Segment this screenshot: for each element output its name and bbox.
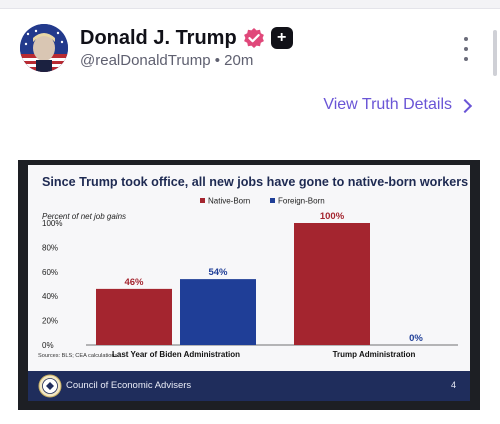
view-truth-details-link[interactable]: View Truth Details <box>323 96 473 114</box>
y-tick-label: 20% <box>42 317 58 326</box>
name-row: Donald J. Trump + <box>80 25 293 51</box>
cea-seal-icon <box>38 374 62 398</box>
more-vertical-icon <box>464 47 468 51</box>
y-tick-label: 60% <box>42 268 58 277</box>
more-options-button[interactable] <box>458 37 474 61</box>
verified-badge-icon <box>243 27 265 49</box>
y-tick-label: 80% <box>42 243 58 252</box>
more-vertical-icon <box>464 37 468 41</box>
view-truth-details-label: View Truth Details <box>323 96 452 113</box>
bar-value-label: 54% <box>208 267 228 278</box>
footer-organization: Council of Economic Advisers <box>66 380 192 391</box>
chevron-right-icon <box>457 98 473 113</box>
top-strip <box>0 0 500 9</box>
chart-title: Since Trump took office, all new jobs ha… <box>42 175 469 189</box>
bar-native-born-0 <box>96 288 172 345</box>
y-tick-label: 0% <box>42 341 54 350</box>
y-tick-label: 100% <box>42 219 62 228</box>
display-name[interactable]: Donald J. Trump <box>80 26 237 49</box>
legend-swatch-1 <box>270 198 275 203</box>
chart-legend: Native-Born Foreign-Born <box>200 197 325 206</box>
x-labels-group: Last Year of Biden Administration Trump A… <box>112 350 416 359</box>
bar-value-label: 100% <box>320 211 345 222</box>
slide-page-number: 4 <box>450 380 456 390</box>
plus-badge-icon: + <box>270 27 293 49</box>
y-tick-group: 0% 20% 40% 60% 80% 100% <box>42 219 62 350</box>
more-vertical-icon <box>464 57 468 61</box>
bar-chart: Native-Born Foreign-Born Percent of net j… <box>42 197 458 359</box>
bar-foreign-born-0 <box>180 279 256 345</box>
slide-footer: Council of Economic Advisers 4 <box>28 371 470 401</box>
bar-value-label: 46% <box>124 277 144 288</box>
legend-label-0: Native-Born <box>208 197 250 206</box>
y-tick-label: 40% <box>42 292 58 301</box>
avatar[interactable] <box>20 24 68 72</box>
legend-swatch-0 <box>200 198 205 203</box>
scrollbar[interactable] <box>493 30 497 76</box>
y-axis-label: Percent of net job gains <box>42 212 126 221</box>
chart-sources: Sources: BLS; CEA calculations. <box>38 353 119 359</box>
handle-and-time: @realDonaldTrump • 20m <box>80 52 254 69</box>
avatar-image <box>20 24 68 72</box>
bars-group: 46% 54% 100% 0% <box>96 211 423 345</box>
legend-label-1: Foreign-Born <box>278 197 325 206</box>
bar-value-label: 0% <box>409 333 423 344</box>
x-category-label: Trump Administration <box>333 350 416 359</box>
chart-slide: Since Trump took office, all new jobs ha… <box>28 165 470 401</box>
post-image[interactable]: Since Trump took office, all new jobs ha… <box>18 160 480 410</box>
bar-native-born-1 <box>294 223 370 345</box>
x-category-label: Last Year of Biden Administration <box>112 350 240 359</box>
